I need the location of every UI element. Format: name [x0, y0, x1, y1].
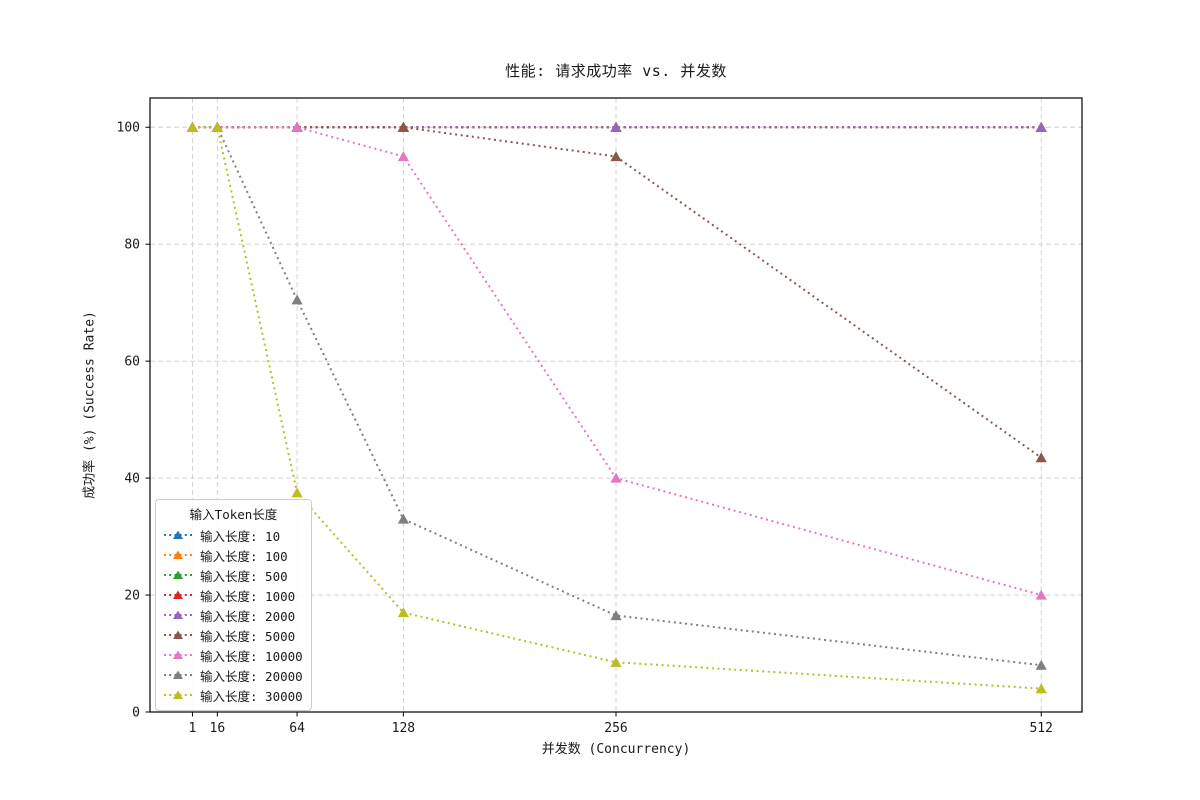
- legend-item-label: 输入长度: 500: [200, 568, 288, 584]
- series-marker-icon: [1035, 659, 1047, 670]
- legend-line-marker-icon: [164, 570, 192, 579]
- legend-item-label: 输入长度: 5000: [200, 628, 296, 644]
- x-tick-label: 256: [604, 721, 627, 736]
- legend-item: 输入长度: 2000: [163, 605, 304, 625]
- legend-item-label: 输入长度: 10: [200, 528, 281, 544]
- series-marker-icon: [291, 294, 303, 305]
- series-line: [192, 126, 1042, 459]
- series-marker-icon: [1035, 452, 1047, 463]
- legend-line-marker-icon: [164, 590, 192, 599]
- series-marker-icon: [397, 121, 409, 132]
- x-tick-label: 16: [210, 721, 226, 736]
- series-line: [192, 126, 1042, 667]
- legend-line-marker-icon: [164, 670, 192, 679]
- legend-line-marker-icon: [164, 690, 192, 699]
- series-marker-icon: [1035, 683, 1047, 694]
- series-marker-icon: [610, 472, 622, 483]
- legend-box: 输入Token长度 输入长度: 10 输入长度: 100 输入长度: 500 输入长度…: [155, 499, 312, 711]
- legend-line-marker-icon: [164, 630, 192, 639]
- y-tick-label: 40: [124, 472, 140, 487]
- y-tick-label: 100: [117, 121, 140, 136]
- series-marker-icon: [610, 610, 622, 621]
- series-marker-icon: [1035, 121, 1047, 132]
- y-tick-label: 80: [124, 238, 140, 253]
- series-marker-icon: [211, 121, 223, 132]
- series-marker-icon: [291, 487, 303, 498]
- series-marker-icon: [397, 607, 409, 618]
- legend-item-label: 输入长度: 20000: [200, 668, 303, 684]
- x-tick-label: 512: [1029, 721, 1052, 736]
- legend-item: 输入长度: 10000: [163, 645, 304, 665]
- series-marker-icon: [397, 151, 409, 162]
- legend-item: 输入长度: 10: [163, 525, 304, 545]
- legend-item: 输入长度: 30000: [163, 685, 304, 705]
- x-axis-label: 并发数 (Concurrency): [541, 742, 691, 757]
- legend-title: 输入Token长度: [189, 507, 278, 522]
- legend-item: 输入长度: 500: [163, 565, 304, 585]
- series-marker-icon: [291, 121, 303, 132]
- legend-line-marker-icon: [164, 650, 192, 659]
- legend-item-label: 输入长度: 10000: [200, 648, 303, 664]
- legend-item: 输入长度: 20000: [163, 665, 304, 685]
- legend-item: 输入长度: 1000: [163, 585, 304, 605]
- series-line: [192, 126, 1042, 690]
- series-marker-icon: [397, 513, 409, 524]
- y-tick-label: 0: [132, 706, 140, 721]
- legend-item-label: 输入长度: 1000: [200, 588, 296, 604]
- legend-item-label: 输入长度: 2000: [200, 608, 296, 624]
- series-marker-icon: [1035, 589, 1047, 600]
- y-tick-label: 20: [124, 589, 140, 604]
- y-axis-label: 成功率 (%) (Success Rate): [82, 311, 98, 499]
- series-marker-icon: [610, 656, 622, 667]
- legend-item: 输入长度: 5000: [163, 625, 304, 645]
- series-marker-icon: [186, 121, 199, 132]
- x-tick-label: 128: [392, 721, 415, 736]
- legend-line-marker-icon: [164, 550, 192, 559]
- series-marker-icon: [610, 151, 622, 162]
- x-tick-label: 64: [289, 721, 305, 736]
- y-tick-label: 60: [124, 355, 140, 370]
- legend-item-label: 输入长度: 100: [200, 548, 288, 564]
- legend-item-label: 输入长度: 30000: [200, 688, 303, 704]
- series-marker-icon: [610, 121, 622, 132]
- series-line: [192, 126, 1042, 597]
- chart-title: 性能: 请求成功率 vs. 并发数: [505, 62, 727, 80]
- legend-line-marker-icon: [164, 530, 192, 539]
- legend-line-marker-icon: [164, 610, 192, 619]
- legend-item: 输入长度: 100: [163, 545, 304, 565]
- x-tick-label: 1: [189, 721, 197, 736]
